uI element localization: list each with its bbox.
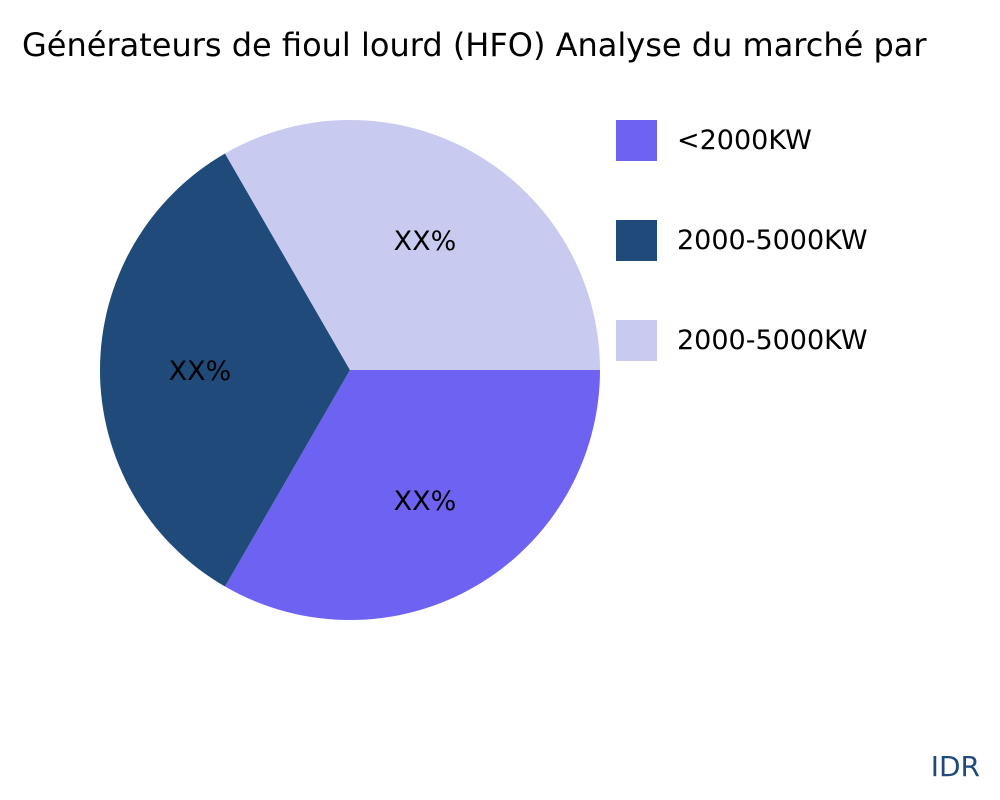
legend-item: 2000-5000KW <box>616 319 868 361</box>
pie-slice <box>225 119 600 370</box>
watermark-logo: IDR <box>930 750 980 783</box>
legend-item: 2000-5000KW <box>616 219 868 261</box>
legend-label: 2000-5000KW <box>677 224 868 256</box>
legend-label: <2000KW <box>677 124 812 156</box>
chart-title: Générateurs de fioul lourd (HFO) Analyse… <box>22 26 927 64</box>
pie-slice <box>225 370 600 620</box>
legend-item: <2000KW <box>616 119 812 161</box>
legend-swatch <box>616 219 657 261</box>
legend-swatch <box>616 319 657 361</box>
slice-data-label: XX% <box>394 226 457 257</box>
slice-data-label: XX% <box>394 486 457 517</box>
legend-swatch <box>616 119 657 161</box>
slice-data-label: XX% <box>169 356 232 387</box>
legend-label: 2000-5000KW <box>677 324 868 356</box>
